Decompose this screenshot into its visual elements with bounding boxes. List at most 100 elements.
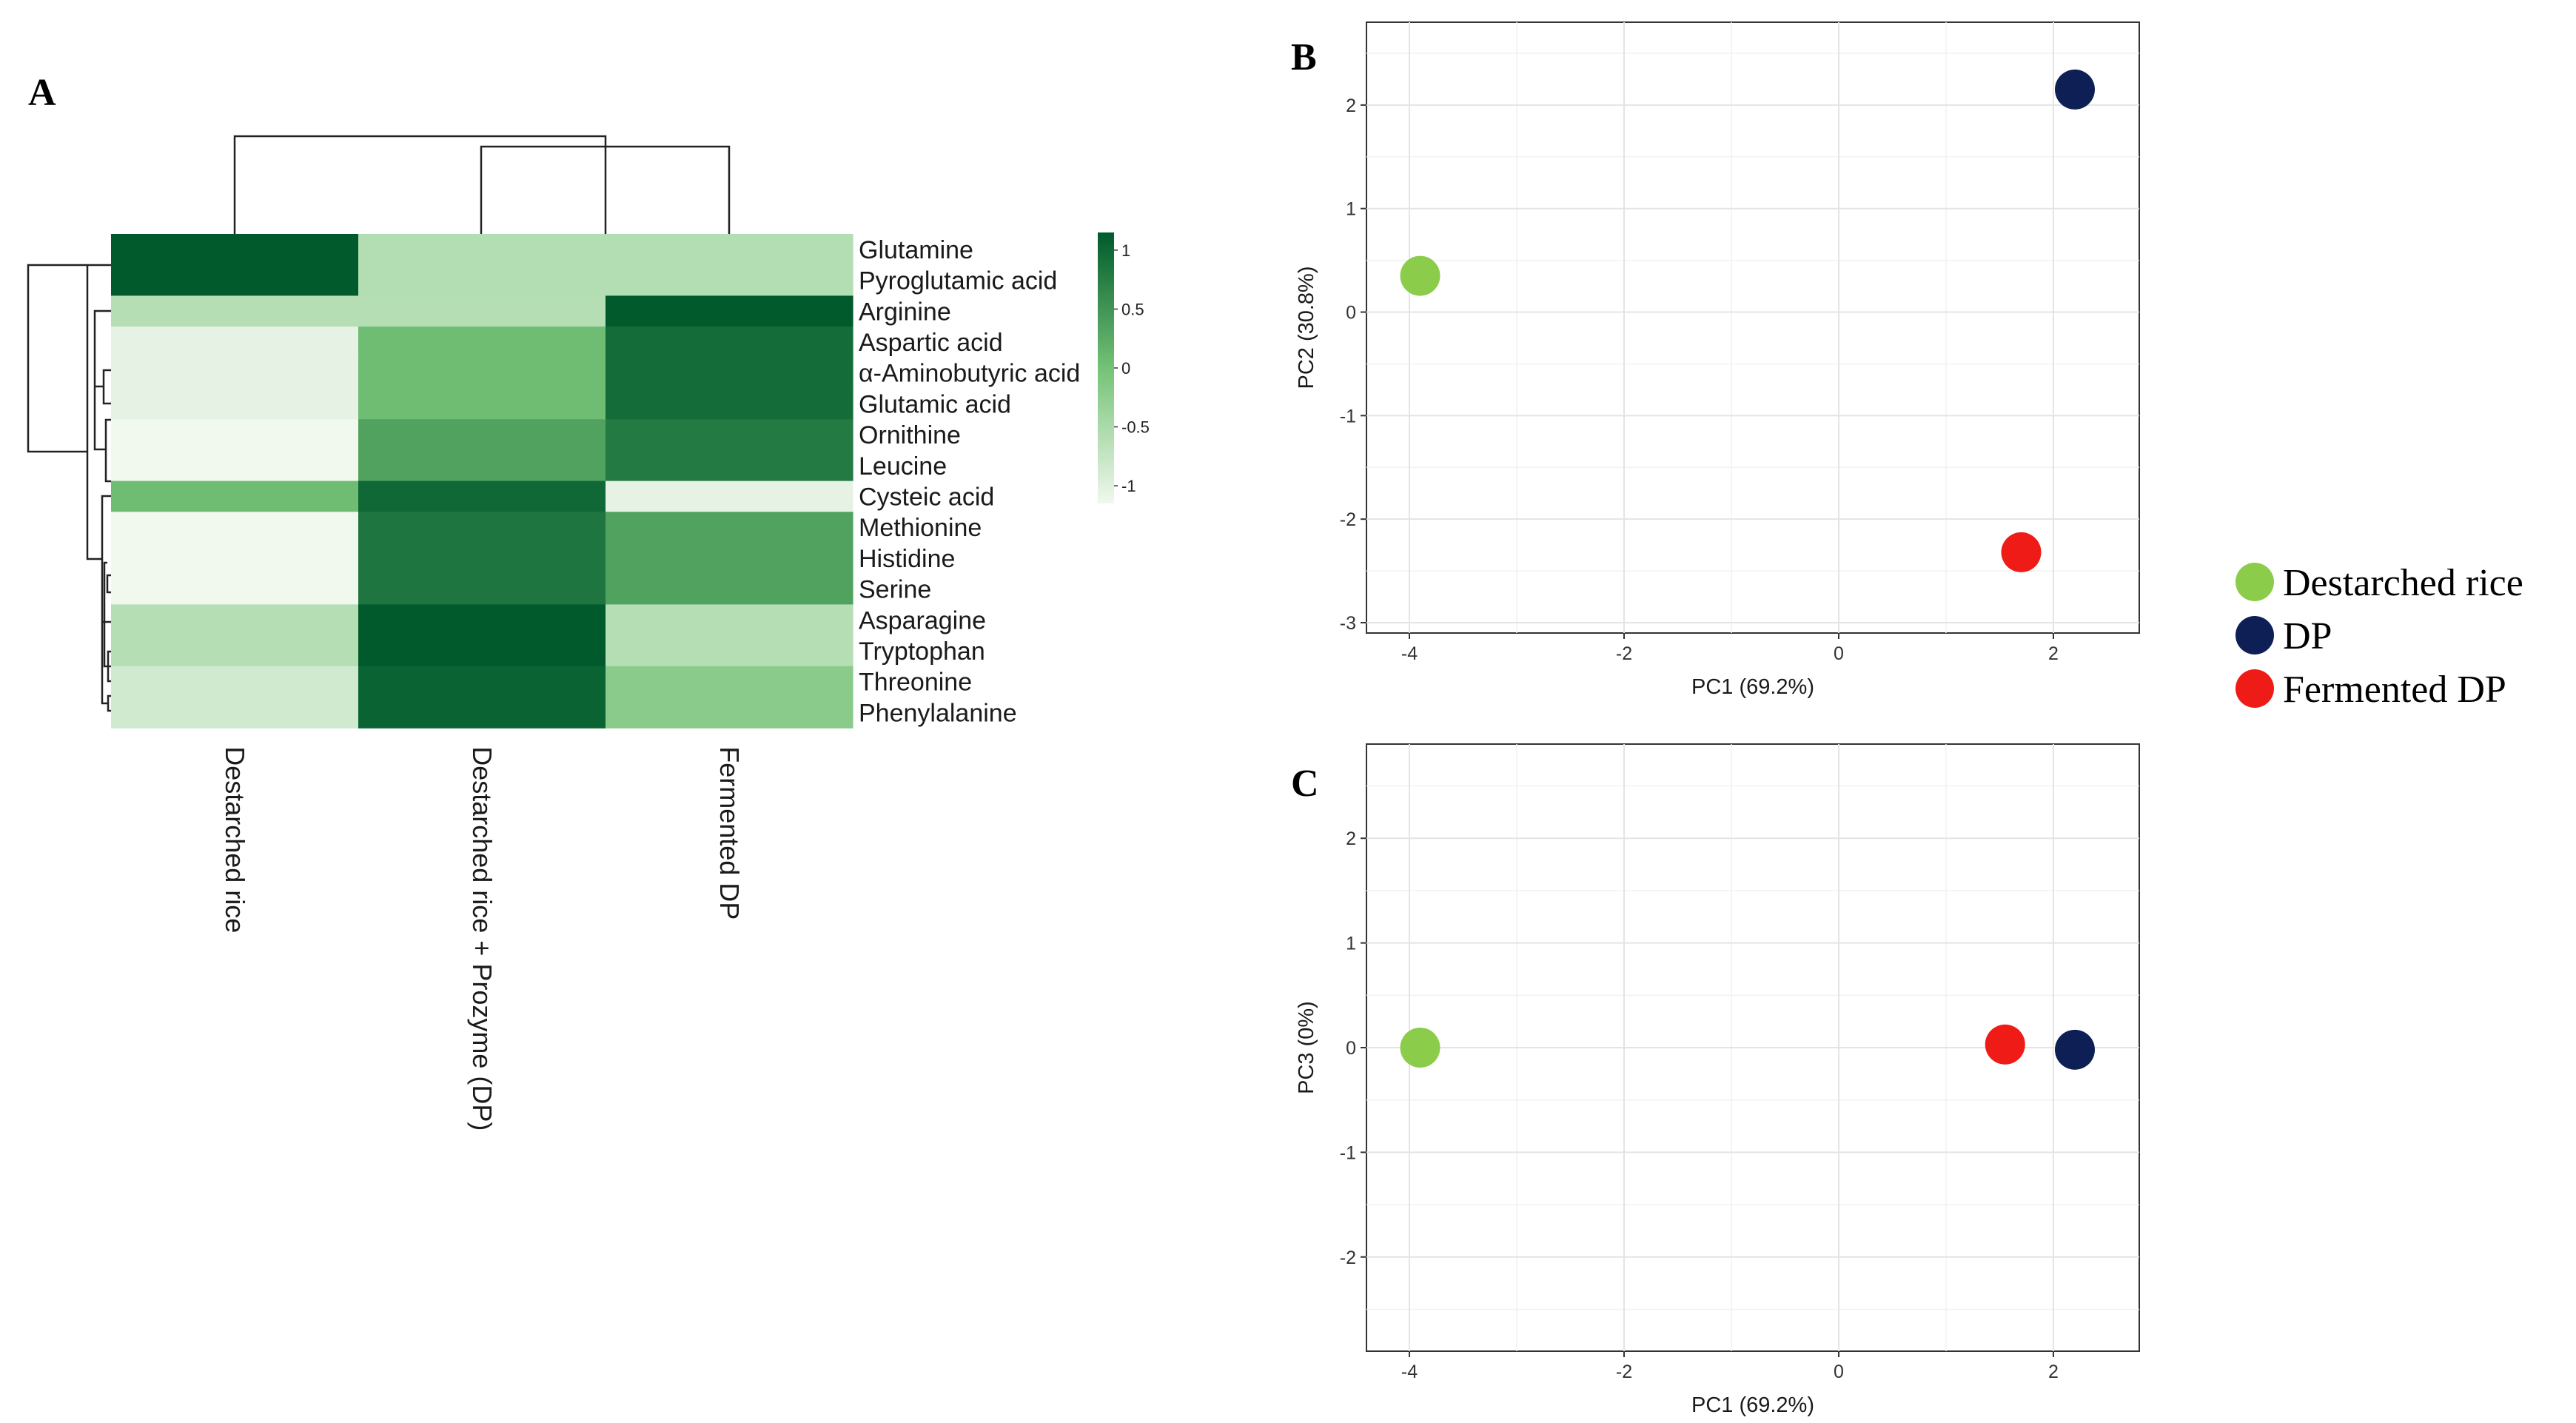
legend-label: Fermented DP [2283, 669, 2506, 711]
y-tick-label: -1 [1340, 406, 1356, 426]
heatmap-cell [111, 481, 359, 512]
heatmap-cell [606, 604, 853, 636]
row-dendrogram [27, 264, 111, 712]
heatmap-row-label: Aspartic acid [859, 329, 1003, 357]
colorbar-tick-label: 0 [1121, 359, 1130, 378]
heatmap-row-label: Threonine [859, 669, 972, 697]
panel-letter-a: A [28, 72, 56, 114]
y-tick-label: -3 [1340, 613, 1356, 634]
colorbar-tick-label: -1 [1121, 477, 1136, 495]
y-tick-label: -1 [1340, 1142, 1356, 1163]
legend: Destarched rice DP Fermented DP [2235, 562, 2523, 711]
heatmap-cell [358, 604, 606, 636]
heatmap-row-label: Glutamine [859, 236, 973, 264]
heatmap-column-label: Fermented DP [714, 746, 745, 920]
heatmap-row-label: Methionine [859, 514, 982, 542]
y-tick-label: 0 [1346, 1038, 1356, 1059]
heatmap-cell [111, 697, 359, 729]
heatmap-cell [111, 543, 359, 575]
heatmap-cell [111, 604, 359, 636]
x-tick-label: -4 [1401, 643, 1418, 664]
heatmap-cell [358, 635, 606, 667]
heatmap-row-label: Leucine [859, 452, 947, 481]
heatmap-cell [358, 481, 606, 512]
y-tick-label: -2 [1340, 509, 1356, 530]
heatmap-cell [358, 357, 606, 389]
point-fermented-dp [1985, 1024, 2025, 1065]
y-tick-label: 2 [1346, 96, 1356, 116]
heatmap-row-label: Ornithine [859, 421, 961, 449]
heatmap-row-label: Phenylalanine [859, 699, 1017, 727]
heatmap-cell [358, 697, 606, 729]
point-destarched-rice [1400, 1028, 1440, 1068]
heatmap-cell [111, 419, 359, 451]
heatmap-column-label: Destarched rice [220, 746, 250, 933]
colorbar-gradient [1098, 232, 1114, 503]
heatmap-cell [606, 697, 853, 729]
heatmap-cell [358, 264, 606, 296]
y-axis-title: PC2 (30.8%) [1295, 266, 1318, 389]
y-tick-label: 0 [1346, 303, 1356, 324]
heatmap-cell [606, 512, 853, 543]
heatmap-cell [606, 234, 853, 266]
x-axis-title: PC1 (69.2%) [1691, 675, 1814, 699]
heatmap-cell [606, 388, 853, 420]
colorbar: 1 0.5 0 -0.5 -1 [1098, 232, 1150, 503]
x-tick-label: -2 [1616, 643, 1632, 664]
heatmap-row-labels: Glutamine Pyroglutamic acid Arginine Aspart… [859, 236, 1080, 727]
heatmap-row-label: Tryptophan [859, 637, 985, 666]
heatmap-row-label: α-Aminobutyric acid [859, 360, 1080, 388]
heatmap-cell [606, 543, 853, 575]
plot-area [1366, 21, 2140, 634]
pca-panel-pc1-pc3: C -4 -2 0 2 2 1 0 -1 -2 PC1 (69.2%) PC3 (0%) [1291, 743, 2140, 1417]
y-tick-label: 1 [1346, 199, 1356, 220]
point-fermented-dp [2001, 532, 2042, 572]
panel-letter-b: B [1291, 36, 1317, 78]
heatmap-cell [111, 388, 359, 420]
heatmap-column-labels: Destarched rice Destarched rice + Prozyme… [220, 746, 745, 1131]
column-dendrogram [233, 135, 731, 234]
heatmap-cell [358, 295, 606, 327]
legend-label: DP [2283, 615, 2332, 657]
x-tick-label: -4 [1401, 1362, 1418, 1382]
heatmap-row-label: Serine [859, 576, 931, 604]
point-dp [2055, 1029, 2095, 1070]
heatmap-cell [606, 449, 853, 482]
y-tick-label: 1 [1346, 934, 1356, 954]
heatmap-cell [606, 419, 853, 451]
x-tick-label: 0 [1834, 1362, 1844, 1382]
heatmap-panel: A Glutamine Pyroglutamic acid Arginine Aspa… [27, 72, 1150, 1131]
heatmap-cell [358, 388, 606, 420]
pca-panel-pc1-pc2: B -4 -2 0 2 2 1 0 -1 -2 -3 PC1 (69.2%) PC2 (30.8%) [1291, 21, 2140, 699]
heatmap-cell [358, 573, 606, 605]
heatmap-cell [111, 573, 359, 605]
legend-label: Destarched rice [2283, 562, 2523, 604]
heatmap-row-label: Pyroglutamic acid [859, 267, 1057, 295]
heatmap-cell [606, 666, 853, 698]
colorbar-tick-label: 0.5 [1121, 300, 1144, 318]
heatmap-cell [111, 234, 359, 266]
heatmap-cell [606, 327, 853, 358]
x-tick-label: 0 [1834, 643, 1844, 664]
heatmap-cell [358, 449, 606, 482]
heatmap-cell [111, 666, 359, 698]
row-dendrogram-branches [27, 264, 111, 712]
heatmap-cell [358, 666, 606, 698]
x-axis-title: PC1 (69.2%) [1691, 1393, 1814, 1417]
y-tick-label: -2 [1340, 1248, 1356, 1268]
heatmap-cell [606, 264, 853, 296]
heatmap-cell [358, 234, 606, 266]
heatmap-cell [111, 295, 359, 327]
heatmap-cell [606, 357, 853, 389]
heatmap-cell [358, 543, 606, 575]
heatmap-cell [111, 512, 359, 543]
heatmap-row-label: Cysteic acid [859, 483, 994, 511]
heatmap-row-label: Arginine [859, 298, 951, 326]
heatmap-cell [111, 635, 359, 667]
y-tick-label: 2 [1346, 828, 1356, 849]
heatmap-row-label: Histidine [859, 545, 955, 573]
y-axis-title: PC3 (0%) [1295, 1001, 1318, 1094]
x-tick-label: 2 [2048, 643, 2059, 664]
legend-swatch [2235, 616, 2274, 654]
